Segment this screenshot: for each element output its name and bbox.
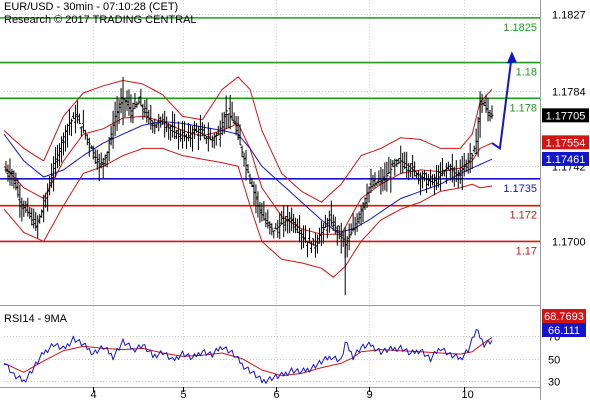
level-label-support: 1.172: [509, 210, 537, 222]
rsi-axis-tick-label: 30: [548, 377, 560, 389]
rsi-tag-rsi: [542, 323, 586, 337]
time-axis-tick-label: 9: [367, 389, 373, 400]
price-tag-pivot: [542, 151, 589, 166]
time-axis-tick-label: 10: [462, 389, 474, 400]
bollinger-upper-line: [3, 76, 493, 203]
price-panel: 1.1825 1.18 1.178 1.1735 1.172 1.17: [0, 17, 540, 296]
price-tag-label-pivot: 1.17461: [546, 154, 586, 166]
bollinger-lower-line: [3, 147, 493, 278]
rsi-tag-label-rsi_ma: 68.7693: [544, 311, 584, 323]
forecast-arrow-head: [506, 51, 517, 64]
price-panel-grid: [4, 0, 540, 387]
price-tag-label-bollinger: 1.17554: [546, 137, 586, 149]
forecast-arrow-line: [491, 55, 513, 151]
price-tag-last_price: [542, 108, 589, 123]
rsi-panel: RSI14 - 9MA: [3, 313, 540, 384]
level-label-support: 1.17: [516, 245, 537, 257]
moving-average-slow-line: [3, 121, 493, 233]
rsi-tag-rsi_ma: [542, 309, 586, 323]
price-tag-label-last_price: 1.17705: [546, 110, 586, 122]
price-axis-tick-label: 1.1700: [552, 237, 586, 249]
time-axis-tick-label: 6: [274, 389, 280, 400]
rsi-ma-line: [3, 336, 493, 377]
price-axis-tick-label: 1.1784: [552, 87, 586, 99]
level-label-resistance: 1.18: [516, 67, 537, 79]
chart-copyright: Research © 2017 TRADING CENTRAL: [4, 14, 197, 26]
level-label-pivot: 1.1735: [503, 183, 537, 195]
time-axis-tick-label: 4: [91, 389, 97, 400]
level-label-resistance: 1.1825: [503, 22, 537, 34]
rsi-tag-label-rsi: 66.111: [548, 325, 580, 337]
time-axis-tick-label: 5: [181, 389, 187, 400]
price-tag-bollinger: [542, 135, 589, 150]
level-label-resistance: 1.178: [509, 102, 537, 114]
rsi-axis-tick-label: 50: [548, 355, 560, 367]
chart-title: EUR/USD - 30min - 07:10:28 (CET): [4, 1, 179, 13]
rsi-panel-title: RSI14 - 9MA: [4, 313, 68, 325]
price-axis-tick-label: 1.1827: [552, 10, 586, 22]
rsi-line: [3, 329, 493, 384]
